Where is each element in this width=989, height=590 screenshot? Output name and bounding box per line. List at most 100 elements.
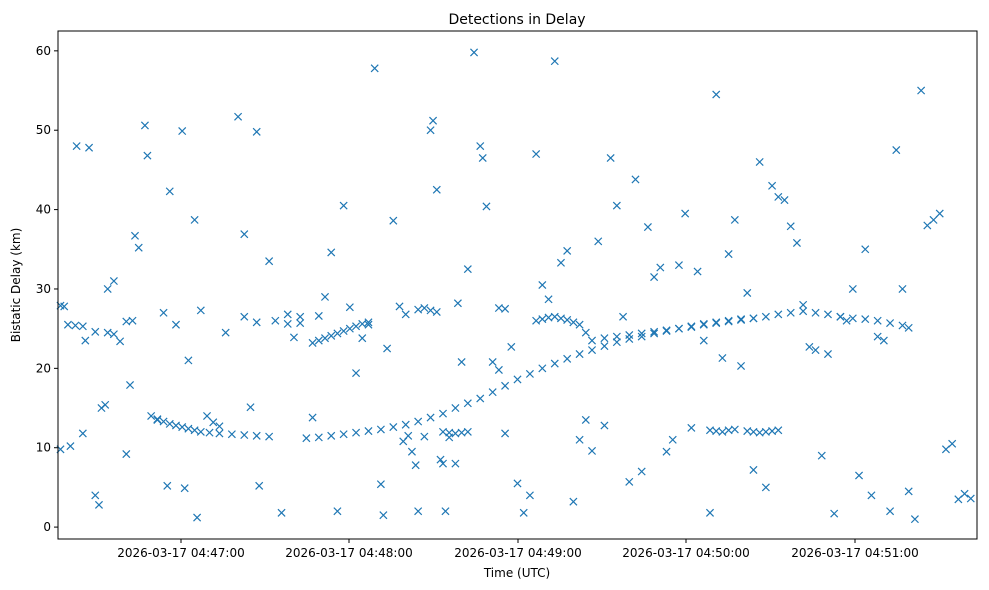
y-tick-label: 50: [36, 123, 51, 137]
data-point: [749, 314, 758, 323]
data-point: [873, 332, 882, 341]
data-point: [575, 320, 584, 329]
data-point: [575, 435, 584, 444]
data-point: [966, 494, 975, 503]
data-point: [501, 304, 510, 313]
data-point: [724, 250, 733, 259]
data-point: [805, 342, 814, 351]
data-point: [879, 336, 888, 345]
data-point: [308, 413, 317, 422]
data-point: [892, 146, 901, 155]
data-point: [91, 327, 100, 336]
data-point: [848, 314, 857, 323]
data-point: [159, 417, 168, 426]
data-point: [761, 483, 770, 492]
data-point: [774, 426, 783, 435]
data-point: [171, 421, 181, 430]
data-point: [519, 508, 528, 517]
data-point: [126, 380, 135, 390]
data-point: [389, 423, 398, 432]
data-point: [171, 320, 181, 329]
data-point: [227, 430, 236, 439]
data-point: [687, 323, 696, 332]
data-point: [612, 332, 621, 341]
data-point: [550, 359, 559, 368]
data-point: [898, 284, 907, 293]
data-point: [414, 305, 423, 314]
data-point: [66, 442, 75, 451]
data-point: [463, 427, 472, 436]
data-point: [252, 127, 261, 136]
data-point: [404, 431, 413, 440]
data-point: [128, 316, 137, 325]
data-point: [792, 238, 801, 247]
data-point: [441, 507, 450, 516]
data-point: [193, 513, 202, 522]
data-point: [699, 320, 708, 329]
data-point: [786, 308, 795, 317]
data-point: [513, 375, 522, 384]
data-point: [693, 267, 702, 276]
data-point: [190, 426, 199, 435]
data-point: [63, 320, 72, 329]
data-point: [91, 491, 100, 500]
data-point: [699, 336, 708, 345]
data-point: [463, 399, 472, 408]
data-point: [606, 153, 615, 163]
data-point: [246, 403, 255, 412]
data-point: [457, 357, 466, 367]
data-point: [205, 428, 214, 437]
data-point: [910, 515, 919, 524]
data-point: [283, 310, 292, 319]
data-point: [265, 257, 274, 266]
data-point: [196, 306, 205, 315]
data-point: [383, 344, 392, 353]
data-point: [600, 334, 609, 343]
data-point: [886, 319, 895, 328]
data-point: [376, 480, 385, 489]
data-point: [190, 215, 199, 224]
data-point: [544, 295, 553, 304]
data-point: [265, 432, 274, 441]
data-point: [488, 357, 497, 367]
data-point: [376, 425, 385, 434]
data-point: [650, 329, 659, 338]
data-point: [370, 64, 379, 73]
data-point: [823, 350, 832, 359]
plot-frame: [57, 30, 978, 540]
data-point: [94, 500, 104, 509]
x-tick-label: 2026-03-17 04:50:00: [622, 546, 749, 560]
data-point: [184, 356, 193, 365]
data-point: [178, 423, 187, 432]
data-point: [130, 231, 140, 240]
data-point: [674, 261, 683, 270]
data-point: [209, 418, 218, 427]
data-point: [637, 329, 646, 338]
data-point: [163, 481, 172, 490]
data-point: [314, 311, 323, 320]
data-point: [476, 142, 485, 151]
data-point: [705, 508, 715, 517]
data-point: [817, 451, 826, 460]
data-point: [379, 511, 388, 520]
data-point: [364, 320, 373, 329]
data-point: [600, 342, 609, 351]
data-point: [327, 431, 336, 440]
data-point: [737, 361, 746, 370]
data-point: [470, 48, 479, 57]
data-point: [352, 428, 361, 437]
data-point: [101, 400, 110, 409]
data-point: [960, 489, 969, 498]
data-point: [178, 126, 187, 136]
data-point: [662, 326, 671, 335]
data-point: [339, 201, 348, 210]
x-tick-label: 2026-03-17 04:51:00: [791, 546, 918, 560]
data-point: [414, 507, 423, 516]
data-point: [436, 455, 445, 464]
data-point: [550, 57, 559, 66]
data-point: [240, 312, 249, 321]
data-point: [364, 318, 373, 327]
data-point: [873, 316, 882, 325]
data-point: [271, 316, 280, 325]
data-point: [674, 324, 683, 333]
